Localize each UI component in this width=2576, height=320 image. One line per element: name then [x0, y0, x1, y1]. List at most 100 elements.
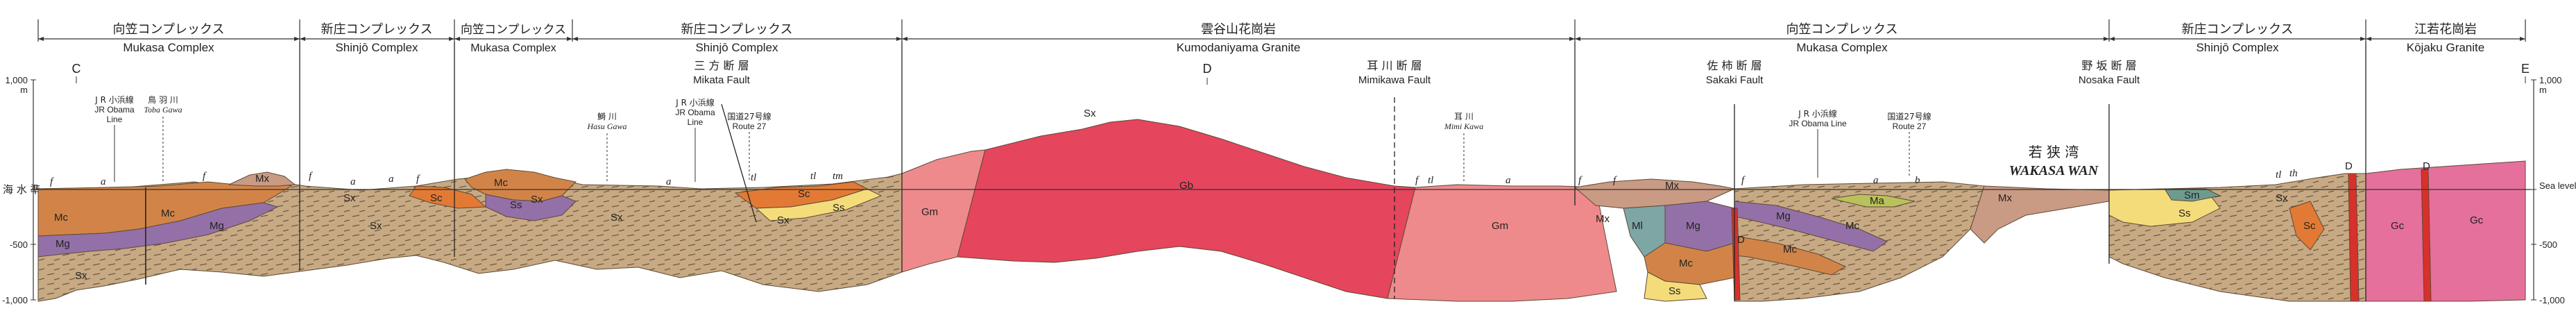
label-mx-right2: Mx: [1665, 180, 1679, 192]
unit-sc-east: [2289, 201, 2325, 251]
header-unit-4-jp: 新庄コンプレックス: [681, 22, 793, 37]
header-unit-5-en: Kumodaniyama Granite: [1177, 41, 1301, 54]
left-scale-unit: m: [20, 85, 28, 95]
label-mg-east: Mg: [1776, 210, 1791, 222]
label-d-east: D: [2345, 160, 2353, 172]
label-d-mid: D: [1737, 234, 1745, 246]
unit-d-mid: [1731, 208, 1741, 301]
wakasa-bay-en: WAKASA WAN: [2009, 163, 2099, 178]
label-f-2: f: [203, 171, 207, 182]
jr-line-2-en: JR Obama: [675, 108, 715, 117]
header-unit-6-jp: 向笠コンプレックス: [1786, 22, 1898, 37]
unit-sc-mid: [409, 185, 487, 209]
unit-mx-left: [228, 171, 296, 187]
toba-river-jp: 鳥 羽 川: [148, 94, 178, 105]
bay-floor: [1970, 185, 2110, 244]
label-sx-mikata: Sx: [611, 212, 623, 224]
unit-sm: [2164, 188, 2221, 202]
label-sx-east: Sx: [2276, 192, 2288, 204]
label-sc-east: Sc: [2303, 220, 2316, 232]
label-tl-1: tl: [751, 172, 756, 183]
unit-gm-right: [1387, 184, 1617, 302]
route27-1-jp: 国道27号線: [727, 111, 771, 121]
left-scale-top: 1,000: [5, 75, 28, 85]
header-band: 向笠コンプレックス Mukasa Complex 新庄コンプレックス Shinj…: [37, 19, 2526, 54]
section-letter-d: D: [1203, 62, 1212, 76]
label-gc-2: Gc: [2470, 214, 2484, 226]
fault-label-mikata-jp: 三 方 断 層: [694, 59, 749, 72]
label-tl-3: tl: [1428, 175, 1433, 186]
header-dividers: [37, 19, 2526, 42]
label-tl-4: tl: [2276, 169, 2281, 180]
label-mc-east: Mc: [1783, 244, 1797, 255]
hasu-river-jp: 鰣 川: [597, 112, 617, 121]
label-mc-left: Mc: [54, 212, 68, 224]
right-scale: 1,000 m -500 -1,000 Sea level: [2531, 75, 2576, 305]
label-sx-mid: Sx: [370, 220, 382, 232]
right-scale-top: 1,000: [2539, 75, 2562, 85]
left-scale-minus1000: -1,000: [2, 295, 28, 305]
fault-labels: 三 方 断 層 Mikata Fault 耳 川 断 層 Mimikawa Fa…: [693, 59, 2140, 86]
label-sx-mid2: Sx: [343, 192, 356, 204]
fault-label-nosaka-jp: 野 坂 断 層: [2081, 59, 2136, 72]
label-mx-left: Mx: [255, 173, 269, 185]
label-sx-shinjo: Sx: [777, 214, 790, 226]
header-unit-2-en: Shinjō Complex: [335, 41, 418, 54]
sea-level-label-jp: 海 水 準: [3, 183, 41, 196]
route27-1-en: Route 27: [733, 121, 767, 131]
jr-line-1-jp: J R 小浜線: [94, 94, 134, 105]
header-unit-5-jp: 雲谷山花崗岩: [1201, 22, 1276, 37]
unit-gb: [957, 119, 1416, 299]
unit-labels: Mc Mg Sx Mc Mg Mx Sx Sx Sc Mc Ss Sx Sx S…: [50, 108, 2484, 297]
unit-mc-mid: [464, 169, 577, 202]
unit-mg-east: [1734, 201, 1888, 252]
label-ss-mid: Ss: [510, 199, 522, 211]
label-a-4: a: [666, 176, 672, 187]
label-tm: tm: [833, 171, 843, 182]
label-sm: Sm: [2184, 190, 2200, 201]
jr-line-1-en2: Line: [107, 115, 123, 124]
unit-gc: [2365, 160, 2526, 302]
fault-label-sakaki-jp: 佐 柿 断 層: [1707, 59, 1762, 72]
jr-line-2-en2: Line: [688, 117, 703, 127]
label-f-8: f: [1741, 175, 1746, 186]
jr-line-2-jp: J R 小浜線: [675, 97, 715, 108]
left-scale: 1,000 m -500 -1,000 海 水 準: [2, 75, 40, 305]
label-f-6: f: [1578, 175, 1583, 186]
label-a-2: a: [350, 176, 356, 187]
header-arrows: [38, 37, 2525, 41]
header-unit-4-en: Shinjō Complex: [695, 41, 778, 54]
label-mg-left2: Mg: [210, 220, 224, 232]
label-f-4: f: [416, 174, 420, 185]
feature-labels: J R 小浜線 JR Obama Line 鳥 羽 川 Toba Gawa 鰣 …: [94, 94, 2099, 182]
unit-mg-mid: [485, 194, 577, 221]
unit-d-gc: [2421, 169, 2432, 302]
right-scale-minus1000: -1,000: [2539, 295, 2565, 305]
jr-line-3-en: JR Obama Line: [1789, 119, 1847, 128]
left-scale-minus500: -500: [10, 239, 28, 250]
fault-line-mikata: [721, 103, 757, 223]
label-mc-east2: Mc: [1845, 220, 1859, 232]
label-sx-top: Sx: [1084, 108, 1096, 119]
header-unit-7-jp: 新庄コンプレックス: [2182, 22, 2294, 37]
label-ml: Ml: [1632, 220, 1643, 232]
toba-river-en: Toba Gawa: [144, 105, 182, 115]
label-ss-right: Ss: [1669, 285, 1681, 297]
sea-level-label-en: Sea level: [2539, 180, 2576, 191]
label-f-3: f: [309, 171, 313, 182]
label-mc-left2: Mc: [161, 208, 175, 219]
geology: [37, 42, 2526, 302]
label-sx-mid3: Sx: [531, 194, 543, 205]
label-th: th: [2289, 168, 2298, 179]
label-ma: Ma: [1870, 195, 1884, 207]
label-f-7: f: [1613, 175, 1617, 186]
fault-label-sakaki-en: Sakaki Fault: [1706, 74, 1764, 86]
wakasa-bay-jp: 若 狭 湾: [2029, 144, 2079, 160]
label-sc-mid: Sc: [430, 192, 443, 204]
fault-label-nosaka-en: Nosaka Fault: [2079, 74, 2140, 86]
header-unit-1-en: Mukasa Complex: [123, 41, 214, 54]
unit-ss-shinjo: [755, 188, 882, 221]
label-ss-east: Ss: [2178, 208, 2191, 219]
label-tl-2: tl: [810, 171, 816, 182]
